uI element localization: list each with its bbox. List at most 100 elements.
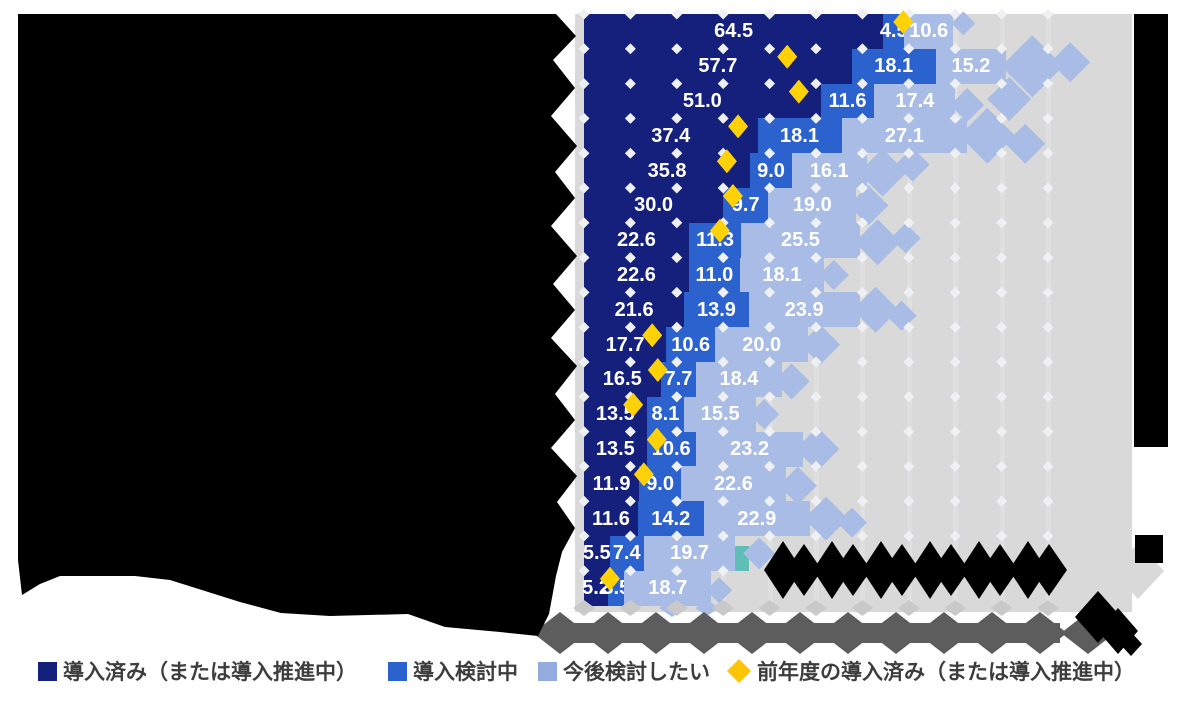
gridline-diamond — [764, 252, 776, 264]
bar-segment-adopted[interactable] — [584, 292, 685, 328]
gridline-diamond — [624, 217, 636, 229]
bar-segment-adopted[interactable] — [584, 362, 661, 397]
gridline-stripe — [999, 14, 1005, 612]
bar-segment-future[interactable] — [739, 257, 824, 293]
right-vertical-text-block — [1134, 14, 1168, 447]
bar-segment-future[interactable] — [741, 222, 860, 258]
bar-segment-considering[interactable] — [660, 362, 697, 397]
axis-tick-tofu — [629, 612, 683, 654]
gridline-diamond — [949, 495, 961, 507]
gridline-diamond — [810, 8, 822, 20]
tick-bump — [665, 600, 688, 616]
gridline-diamond — [903, 321, 915, 333]
gridline-diamond — [671, 112, 683, 124]
gridline-diamond — [764, 8, 776, 20]
segment-value-label: 18.1 — [762, 264, 802, 286]
gridline-diamond — [949, 217, 961, 229]
gridline-diamond — [578, 147, 590, 159]
bar-segment-adopted[interactable] — [584, 48, 852, 84]
gridline-diamond — [903, 182, 915, 194]
gridline-diamond — [578, 112, 590, 124]
bar-segment-considering[interactable] — [666, 327, 716, 363]
gridline-diamond — [624, 321, 636, 333]
bar-segment-future[interactable] — [684, 396, 757, 432]
segment-value-label: 10.6 — [909, 20, 949, 43]
gridline-diamond — [717, 391, 729, 403]
gridline-diamond — [717, 565, 729, 577]
segment-value-label: 57.7 — [698, 55, 738, 78]
gridline-diamond — [624, 78, 636, 90]
bar-segment-considering[interactable] — [688, 257, 740, 293]
bar-segment-future[interactable] — [715, 327, 809, 363]
tick-bump — [944, 600, 967, 616]
bar-segment-future[interactable] — [935, 48, 1007, 84]
gridline-diamond — [671, 78, 683, 90]
legend-item-considering[interactable]: 導入検討中 — [388, 656, 518, 686]
bar-segment-future[interactable] — [904, 14, 954, 49]
bar-segment-adopted[interactable] — [584, 536, 610, 571]
bar-segment-adopted[interactable] — [584, 83, 821, 119]
segment-value-label: 13.9 — [697, 298, 736, 321]
gridline-diamond — [578, 286, 590, 298]
bar-segment-adopted[interactable] — [584, 118, 758, 154]
prev-year-marker — [623, 392, 644, 417]
bar-segment-adopted[interactable] — [584, 222, 689, 258]
segment-value-label: 11.6 — [828, 90, 867, 112]
prev-year-marker — [777, 44, 798, 69]
bar-segment-adopted[interactable] — [584, 466, 640, 502]
bar-segment-considering[interactable] — [851, 48, 936, 84]
bar-segment-considering[interactable] — [684, 292, 749, 328]
gridline-diamond — [810, 356, 822, 368]
gridline-diamond — [996, 286, 1008, 298]
bar-segment-adopted[interactable] — [584, 257, 689, 293]
legend-item-prev-year[interactable]: 前年度の導入済み（または導入推進中） — [727, 656, 1135, 686]
gridline-diamond — [856, 460, 868, 472]
bar-segment-future[interactable] — [624, 570, 712, 606]
bar-segment-future[interactable] — [841, 118, 968, 154]
bar-segment-future[interactable] — [703, 501, 810, 537]
gridline-diamond — [671, 460, 683, 472]
segment-value-label: 18.1 — [874, 55, 914, 78]
bar-segment-considering[interactable] — [820, 83, 875, 119]
bar-segment-adopted[interactable] — [584, 501, 638, 537]
segment-value-label: 18.7 — [648, 577, 688, 600]
axis-tick-tofu — [1013, 612, 1067, 654]
gridline-diamond — [578, 495, 590, 507]
segment-value-label: 11.6 — [591, 507, 630, 530]
gridline-diamond — [903, 43, 915, 55]
segment-value-label: 22.6 — [713, 472, 753, 495]
gridline-diamond — [717, 112, 729, 124]
bar-segment-future[interactable] — [768, 188, 857, 223]
gridline-diamond — [671, 426, 683, 438]
tick-bump — [573, 600, 595, 616]
bar-segment-considering[interactable] — [757, 118, 842, 154]
gridline-diamond — [671, 565, 683, 577]
bar-segment-adopted[interactable] — [584, 431, 647, 467]
gridline-diamond — [624, 252, 636, 264]
gridline-diamond — [624, 147, 636, 159]
bar-segment-future[interactable] — [695, 431, 804, 467]
legend-label: 導入検討中 — [413, 661, 518, 684]
segment-value-label: 18.1 — [780, 124, 819, 147]
bar-segment-considering[interactable] — [646, 396, 685, 432]
gridline-diamond — [671, 356, 683, 368]
gridline-diamond — [810, 217, 822, 229]
bar-segment-future[interactable] — [748, 292, 860, 328]
legend-item-adopted[interactable]: 導入済み（または導入推進中） — [38, 656, 357, 686]
legend-item-future[interactable]: 今後検討したい — [538, 656, 710, 686]
bar-segment-future[interactable] — [874, 83, 956, 119]
bar-segment-adopted[interactable] — [584, 14, 884, 49]
bar-segment-adopted[interactable] — [584, 188, 724, 223]
bar-segment-future[interactable] — [680, 466, 786, 502]
bar-segment-future[interactable] — [791, 153, 867, 189]
bar-segment-future[interactable] — [696, 362, 782, 397]
bar-segment-considering[interactable] — [637, 501, 704, 537]
gridline-diamond — [903, 286, 915, 298]
gridline-diamond — [996, 495, 1008, 507]
bar-segment-considering[interactable] — [609, 536, 644, 571]
gridline-diamond — [717, 321, 729, 333]
bar-segment-considering[interactable] — [750, 153, 792, 189]
bar-segment-future[interactable] — [643, 536, 736, 571]
gridline-diamond — [810, 495, 822, 507]
gridline-diamond — [856, 530, 868, 542]
